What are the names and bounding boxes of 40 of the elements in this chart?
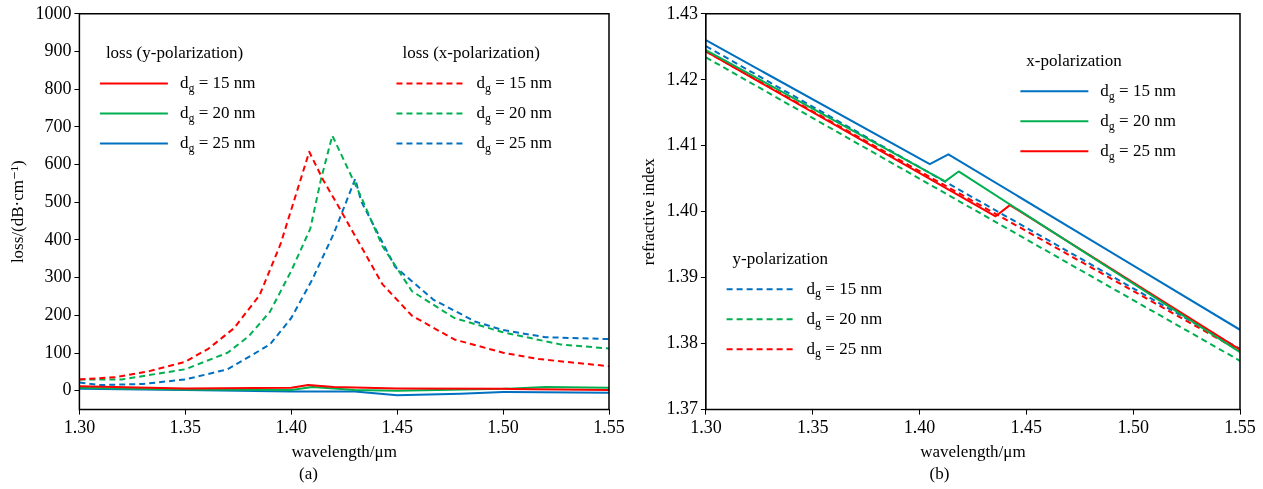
y-tick-label: 200 <box>44 304 72 325</box>
annotation: x-polarization <box>1026 50 1123 70</box>
annotation: loss (y-polarization) <box>105 42 244 62</box>
y-tick-label: 900 <box>44 40 72 61</box>
y-axis-title: refractive index <box>638 157 658 266</box>
y-axis-title: loss/(dB·cm⁻¹) <box>7 160 27 264</box>
y-tick-label: 1.41 <box>666 134 698 155</box>
x-tick-label: 1.50 <box>1117 417 1149 438</box>
x-tick-label: 1.35 <box>796 417 829 438</box>
y-tick-label: 0 <box>62 379 72 400</box>
x-tick-label: 1.40 <box>275 417 307 438</box>
y-tick-label: 700 <box>44 115 72 136</box>
x-tick-label: 1.35 <box>169 417 202 438</box>
x-tick-label: 1.30 <box>63 417 96 438</box>
y-tick-label: 1.43 <box>666 2 698 23</box>
annotation: y-polarization <box>732 248 829 268</box>
y-tick-label: 100 <box>44 341 72 362</box>
x-axis-title: wavelength/μm <box>291 441 397 461</box>
x-tick-label: 1.45 <box>1010 417 1043 438</box>
y-tick-label: 1.37 <box>666 398 698 419</box>
text: (a) <box>299 464 318 484</box>
x-tick-label: 1.55 <box>1224 417 1256 438</box>
x-tick-label: 1.30 <box>690 417 722 438</box>
y-tick-label: 800 <box>44 77 72 98</box>
annotation: loss (x-polarization) <box>402 42 540 62</box>
y-tick-label: 600 <box>44 153 72 174</box>
y-tick-label: 1.39 <box>666 266 698 287</box>
y-tick-label: 500 <box>44 191 72 212</box>
y-tick-label: 1.40 <box>666 200 698 221</box>
text: (b) <box>929 464 950 484</box>
y-tick-label: 300 <box>44 266 72 287</box>
y-tick-label: 1.38 <box>666 332 698 353</box>
x-tick-label: 1.45 <box>381 417 413 438</box>
y-tick-label: 1000 <box>35 2 72 23</box>
x-tick-label: 1.55 <box>593 417 625 438</box>
x-tick-label: 1.40 <box>903 417 936 438</box>
y-tick-label: 1.42 <box>666 68 698 89</box>
x-axis-title: wavelength/μm <box>920 441 1026 461</box>
y-tick-label: 400 <box>44 228 72 249</box>
x-tick-label: 1.50 <box>487 417 519 438</box>
